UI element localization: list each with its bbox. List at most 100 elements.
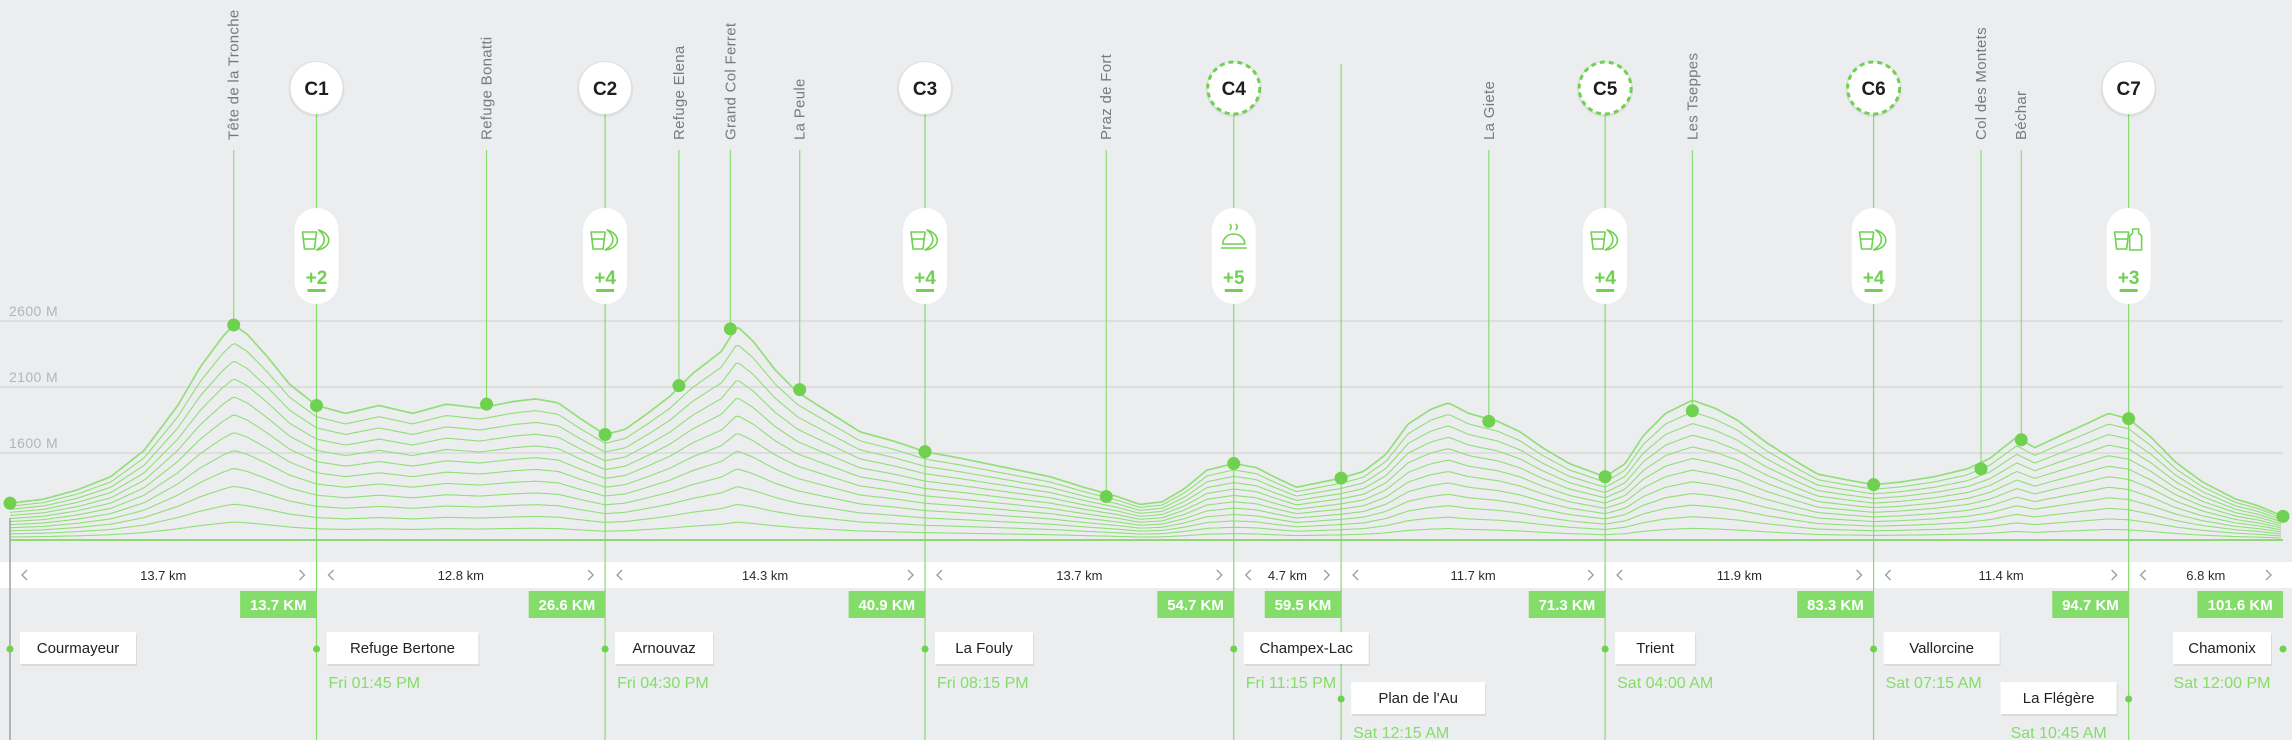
station-name: Arnouvaz bbox=[632, 640, 695, 657]
aid-count: +4 bbox=[1594, 268, 1616, 289]
aid-station-capsule: +4 bbox=[1583, 208, 1628, 304]
aid-underline bbox=[1864, 289, 1883, 292]
banana-icon bbox=[924, 229, 939, 251]
station-dot bbox=[6, 645, 14, 653]
segment-distance-label: 6.8 km bbox=[2186, 568, 2225, 583]
km-badge-bg bbox=[1157, 591, 1234, 618]
elevation-point bbox=[1974, 462, 1988, 476]
elevation-point bbox=[309, 398, 323, 412]
checkpoint-badge[interactable] bbox=[290, 62, 343, 114]
aid-station-capsule: +5 bbox=[1211, 208, 1256, 304]
segment: 4.7 km bbox=[1244, 568, 1331, 583]
km-badge-bg bbox=[2197, 591, 2283, 618]
aid-station-capsule: +4 bbox=[1851, 208, 1896, 304]
contour-layers bbox=[9, 324, 2282, 539]
km-badge: 54.7 KM bbox=[1157, 591, 1234, 618]
segment: 13.7 km bbox=[936, 568, 1223, 583]
km-badge-label: 40.9 KM bbox=[858, 597, 915, 614]
checkpoint-c2[interactable]: C2 bbox=[577, 61, 634, 117]
checkpoint-badge[interactable] bbox=[1846, 60, 1902, 116]
elevation-point bbox=[723, 322, 737, 336]
contour-line bbox=[9, 378, 2282, 523]
checkpoint-badge[interactable] bbox=[899, 62, 952, 114]
aid-count: +4 bbox=[914, 268, 936, 289]
y-tick-label: 2100 M bbox=[9, 369, 58, 385]
elevation-point bbox=[598, 428, 612, 442]
station-label: Plan de l'Au Sat 12:15 AM bbox=[1337, 682, 1487, 740]
aid-station-capsule: +4 bbox=[903, 208, 948, 304]
checkpoint-badge[interactable] bbox=[579, 62, 632, 114]
checkpoint-id: C4 bbox=[1222, 79, 1247, 100]
segment: 11.4 km bbox=[1884, 568, 2118, 583]
elevation-point bbox=[1227, 457, 1241, 471]
aid-count: +2 bbox=[306, 268, 328, 289]
km-badge-label: 13.7 KM bbox=[250, 597, 307, 614]
station-label: La Flégère Sat 10:45 AM bbox=[2000, 682, 2133, 740]
contour-line bbox=[9, 343, 2282, 519]
cup-icon bbox=[301, 231, 318, 250]
contour-line bbox=[9, 414, 2282, 527]
checkpoint-id: C1 bbox=[304, 79, 329, 100]
cup-icon bbox=[910, 231, 926, 250]
checkpoint-c5[interactable]: C5 bbox=[1577, 60, 1634, 117]
km-badge-bg bbox=[848, 591, 926, 618]
km-badge-label: 94.7 KM bbox=[2062, 597, 2119, 614]
station-name: La Flégère bbox=[2023, 690, 2095, 707]
contour-line bbox=[9, 360, 2282, 521]
station-label: Refuge Bertone Fri 01:45 PM bbox=[312, 632, 480, 692]
km-badge: 94.7 KM bbox=[2052, 591, 2129, 618]
station-time: Fri 01:45 PM bbox=[328, 675, 420, 692]
aid-station-capsule: +3 bbox=[2106, 208, 2151, 304]
station-dot bbox=[1601, 645, 1609, 653]
station-time: Fri 08:15 PM bbox=[937, 675, 1029, 692]
station-name: Courmayeur bbox=[37, 640, 120, 657]
waypoint-label: Praz de Fort bbox=[1098, 53, 1115, 140]
chevron-right-icon bbox=[587, 569, 595, 581]
segment-distance-label: 11.4 km bbox=[1978, 568, 2023, 583]
checkpoint-c6[interactable]: C6 bbox=[1845, 60, 1902, 117]
km-badge: 40.9 KM bbox=[848, 591, 926, 618]
segment-distance-label: 4.7 km bbox=[1268, 568, 1307, 583]
checkpoint-badge[interactable] bbox=[1206, 60, 1262, 116]
checkpoint-c3[interactable]: C3 bbox=[897, 61, 954, 117]
checkpoint-c1[interactable]: C1 bbox=[288, 61, 345, 117]
segment: 11.7 km bbox=[1352, 568, 1595, 583]
station-label: Chamonix Sat 12:00 PM bbox=[2173, 632, 2287, 692]
station-box bbox=[1243, 632, 1369, 664]
km-badge-bg bbox=[240, 591, 317, 618]
cup-icon bbox=[590, 231, 606, 250]
chevron-right-icon bbox=[907, 569, 915, 581]
aid-underline bbox=[307, 289, 326, 292]
station-name: Chamonix bbox=[2188, 640, 2256, 657]
contour-line bbox=[9, 432, 2282, 529]
km-badge-label: 101.6 KM bbox=[2208, 597, 2273, 614]
dish-icon bbox=[1220, 223, 1247, 249]
segment: 14.3 km bbox=[616, 568, 915, 583]
checkpoint-badge[interactable] bbox=[1577, 60, 1633, 116]
elevation-point bbox=[3, 496, 17, 510]
station-time: Sat 04:00 AM bbox=[1617, 675, 1713, 692]
y-tick-label: 1600 M bbox=[9, 435, 58, 451]
station-name: La Fouly bbox=[955, 640, 1013, 657]
banana-icon bbox=[1872, 229, 1887, 251]
banana-icon bbox=[315, 229, 330, 251]
elevation-point bbox=[1598, 470, 1612, 484]
contour-line bbox=[9, 450, 2282, 531]
chevron-right-icon bbox=[2111, 569, 2118, 581]
station-name: Champex-Lac bbox=[1260, 640, 1354, 657]
bottle-icon bbox=[2128, 228, 2143, 251]
chevron-left-icon bbox=[1244, 569, 1252, 581]
checkpoint-c7[interactable]: C7 bbox=[2100, 61, 2157, 117]
cup-icon bbox=[2113, 231, 2130, 250]
contour-line bbox=[9, 468, 2282, 533]
aid-count: +4 bbox=[594, 268, 616, 289]
chevron-left-icon bbox=[1352, 569, 1359, 581]
checkpoint-badge[interactable] bbox=[2102, 62, 2155, 114]
checkpoint-id: C5 bbox=[1593, 79, 1618, 100]
elevation-point bbox=[227, 318, 241, 332]
elevation-point bbox=[672, 379, 686, 393]
elevation-point bbox=[2276, 509, 2290, 523]
station-time: Sat 10:45 AM bbox=[2011, 725, 2107, 740]
checkpoint-c4[interactable]: C4 bbox=[1205, 60, 1262, 117]
